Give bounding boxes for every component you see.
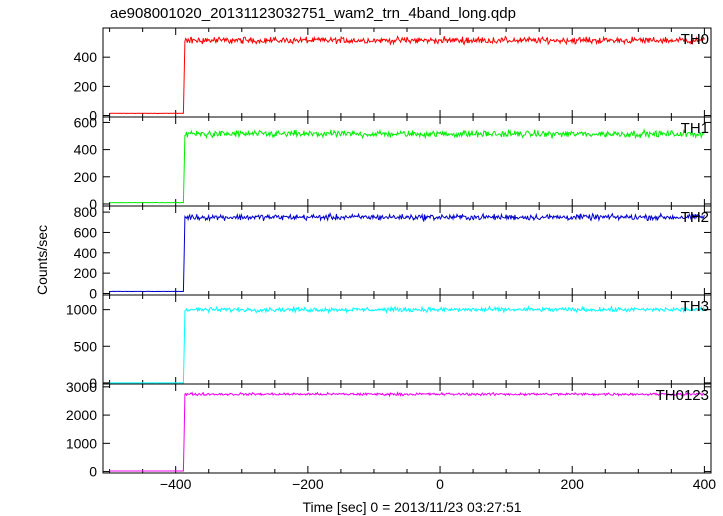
panel-frame: [102, 383, 712, 474]
y-tick-label: 200: [74, 78, 98, 94]
y-tick-label: 200: [74, 265, 98, 281]
chart-title: ae908001020_20131123032751_wam2_trn_4ban…: [110, 5, 516, 22]
x-tick-label: 200: [561, 476, 585, 492]
series-label: TH1: [681, 120, 709, 137]
y-tick-label: 3000: [66, 379, 97, 395]
y-tick-label: 200: [74, 169, 98, 185]
series-line-th2: [109, 212, 705, 293]
panel-th1: 0 200 400 600 TH1: [74, 114, 712, 212]
x-tick-label: 400: [693, 476, 717, 492]
y-tick-label: 1000: [66, 302, 97, 318]
x-tick-label: −200: [292, 476, 324, 492]
series-label: TH2: [681, 209, 709, 226]
y-tick-label: 0: [89, 196, 97, 212]
y-tick-label: 0: [89, 375, 97, 391]
series-line-th0: [109, 35, 705, 115]
series-label: TH0123: [656, 387, 709, 404]
y-tick-label: 600: [74, 224, 98, 240]
y-tick-label: 400: [74, 49, 98, 65]
y-tick-label: 400: [74, 245, 98, 261]
y-tick-label: 800: [74, 204, 98, 220]
y-axis-label: Counts/sec: [34, 225, 50, 295]
x-tick-label: −400: [160, 476, 192, 492]
y-tick-label: 400: [74, 142, 98, 158]
y-tick-label: 1000: [66, 435, 97, 451]
panel-th0123: 0 1000 2000 3000 TH0123: [66, 379, 712, 480]
series-label: TH3: [681, 298, 709, 315]
y-tick-label: 600: [74, 114, 98, 130]
panel-frame: [102, 116, 712, 207]
y-tick-label: 500: [74, 338, 98, 354]
y-tick-label: 0: [89, 285, 97, 301]
x-tick-label: 0: [436, 476, 444, 492]
y-tick-label: 0: [89, 464, 97, 480]
series-line-th1: [109, 128, 705, 204]
series-line-th3: [109, 305, 705, 384]
series-label: TH0: [681, 31, 709, 48]
y-tick-label: 0: [89, 108, 97, 124]
panel-th2: 0 200 400 600 800 TH2: [74, 204, 712, 301]
panel-th0: 0 200 400 TH0: [74, 27, 712, 124]
x-axis-label: Time [sec] 0 = 2013/11/23 03:27:51: [302, 499, 521, 515]
series-line-th0123: [109, 391, 705, 472]
panel-th3: 0 500 1000 TH3: [66, 294, 712, 391]
x-axis: −400 −200 0 200 400: [160, 476, 716, 492]
y-tick-label: 2000: [66, 407, 97, 423]
